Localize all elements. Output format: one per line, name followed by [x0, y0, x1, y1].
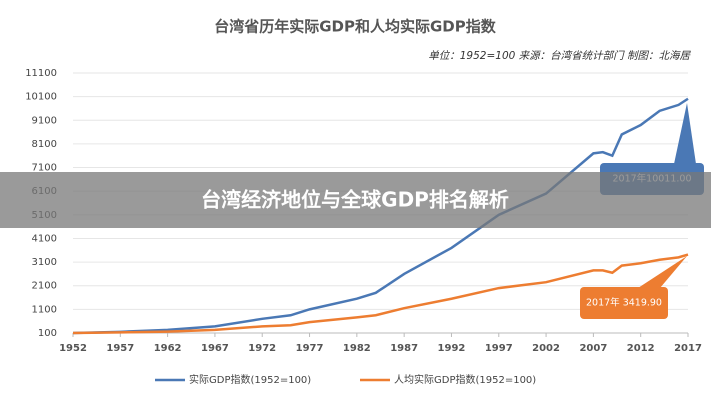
- series-line: [72, 97, 689, 335]
- y-tick-label: 2100: [32, 281, 57, 292]
- callout-box: [580, 287, 668, 319]
- x-tick-label: 1962: [154, 343, 182, 354]
- x-tick-label: 2007: [579, 343, 607, 354]
- x-tick-label: 1967: [201, 343, 229, 354]
- y-tick-label: 1100: [32, 304, 57, 315]
- callout-pointer: [638, 256, 687, 288]
- y-tick-label: 8100: [32, 139, 57, 150]
- y-tick-label: 7100: [32, 163, 57, 174]
- x-tick-label: 1957: [106, 343, 134, 354]
- x-tick-label: 1987: [390, 343, 418, 354]
- x-tick-label: 2017: [674, 343, 702, 354]
- x-tick-label: 2002: [532, 343, 560, 354]
- x-tick-label: 2012: [627, 343, 655, 354]
- callout-text: 2017年 3419.90: [586, 297, 662, 309]
- banner-text: 台湾经济地位与全球GDP排名解析: [201, 188, 509, 212]
- y-tick-label: 10100: [25, 92, 57, 103]
- series-line: [72, 253, 689, 335]
- legend-label: 实际GDP指数(1952=100): [189, 373, 311, 386]
- x-tick-label: 1992: [438, 343, 466, 354]
- chart-subtitle: 单位：1952=100 来源：台湾省统计部门 制图：北海居: [428, 50, 691, 62]
- chart-title: 台湾省历年实际GDP和人均实际GDP指数: [214, 18, 497, 36]
- callout-pointer: [674, 103, 696, 164]
- banner-bg: [0, 172, 711, 228]
- x-tick-label: 1997: [485, 343, 513, 354]
- y-tick-label: 9100: [32, 115, 57, 126]
- y-tick-label: 100: [38, 328, 57, 339]
- y-tick-label: 11100: [25, 68, 57, 79]
- y-tick-label: 3100: [32, 257, 57, 268]
- x-tick-label: 1977: [296, 343, 324, 354]
- legend-label: 人均实际GDP指数(1952=100): [394, 373, 536, 386]
- y-tick-label: 4100: [32, 233, 57, 244]
- x-tick-label: 1982: [343, 343, 371, 354]
- x-tick-label: 1952: [59, 343, 87, 354]
- x-tick-label: 1972: [248, 343, 276, 354]
